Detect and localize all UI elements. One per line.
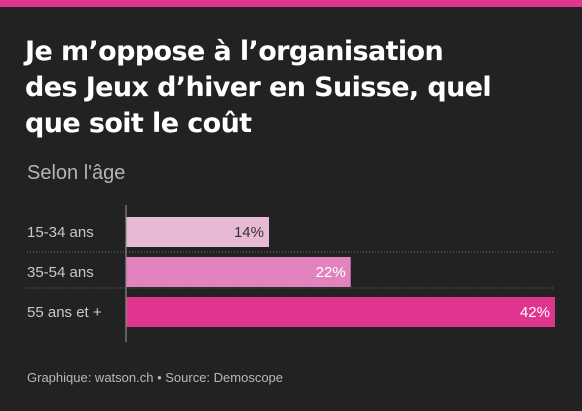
value-label-1: 14%: [234, 224, 264, 241]
title-line-2: des Jeux d’hiver en Suisse, quel: [25, 72, 492, 103]
category-label-3: 55 ans et +: [27, 304, 102, 321]
source-credit: Graphique: watson.ch • Source: Demoscope: [27, 370, 284, 385]
category-label-2: 35-54 ans: [27, 264, 94, 281]
title-line-3: que soit le coût: [25, 108, 252, 139]
bar-1: [126, 217, 269, 247]
top-accent-bar: [0, 0, 582, 7]
category-label-1: 15-34 ans: [27, 224, 94, 241]
bar-2: [126, 257, 351, 287]
value-label-2: 22%: [316, 264, 346, 281]
bar-chart: 15-34 ans 14% 35-54 ans 22% 55 ans et + 42%: [27, 205, 555, 342]
chart-subtitle: Selon l'âge: [27, 162, 126, 184]
title-line-1: Je m’oppose à l’organisation: [25, 36, 444, 67]
bar-3: [126, 297, 555, 327]
value-label-3: 42%: [520, 304, 550, 321]
chart-title: Je m’oppose à l’organisation des Jeux d’…: [25, 34, 575, 142]
